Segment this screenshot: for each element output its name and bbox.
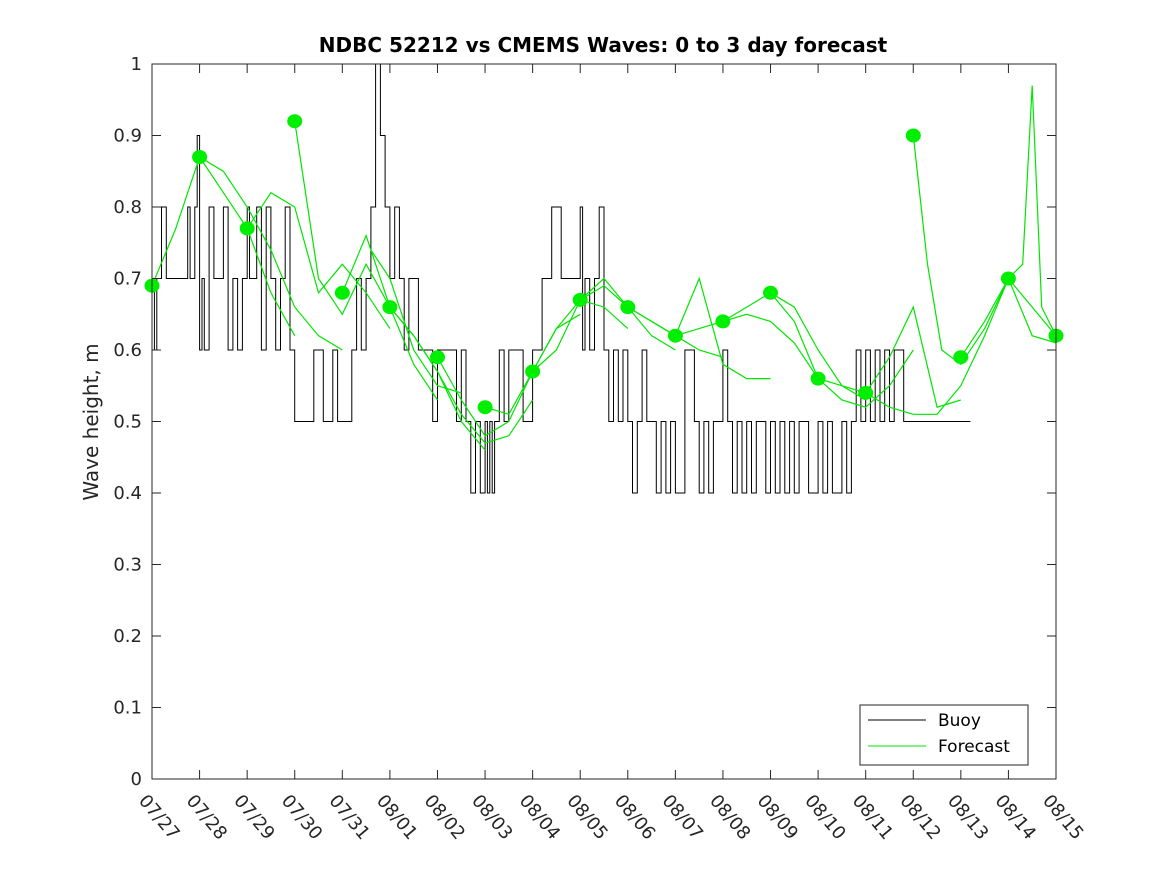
forecast-start-marker bbox=[810, 371, 826, 386]
forecast-start-marker bbox=[477, 400, 493, 415]
forecast-series-line-11 bbox=[675, 313, 819, 379]
forecast-series-line-2 bbox=[246, 191, 391, 329]
forecast-start-marker bbox=[382, 300, 398, 315]
legend-buoy-label: Buoy bbox=[938, 711, 981, 731]
y-tick-label: 0.4 bbox=[113, 483, 142, 504]
forecast-series-line-18 bbox=[1007, 85, 1057, 336]
forecast-series-line-8 bbox=[532, 277, 676, 372]
y-tick-label: 0.1 bbox=[113, 698, 142, 719]
y-tick-label: 0.8 bbox=[113, 197, 142, 218]
buoy-series-line bbox=[152, 63, 971, 494]
forecast-start-marker bbox=[667, 328, 683, 343]
forecast-series-line-15 bbox=[865, 278, 1009, 415]
legend: Buoy Forecast bbox=[859, 704, 1029, 766]
forecast-start-marker bbox=[525, 364, 541, 379]
forecast-series-line-16 bbox=[912, 135, 1057, 366]
chart-title: NDBC 52212 vs CMEMS Waves: 0 to 3 day fo… bbox=[319, 33, 888, 57]
forecast-start-marker bbox=[430, 350, 445, 365]
forecast-start-marker bbox=[192, 150, 208, 164]
forecast-start-marker bbox=[763, 285, 778, 300]
y-tick-label: 0.2 bbox=[113, 626, 142, 647]
y-tick-label: 1 bbox=[131, 54, 142, 75]
forecast-start-marker bbox=[334, 285, 350, 300]
y-axis-label: Wave height, m bbox=[79, 343, 103, 500]
y-tick-label: 0.3 bbox=[113, 555, 142, 576]
forecast-series-line-19 bbox=[370, 249, 462, 394]
legend-box bbox=[859, 704, 1029, 766]
forecast-start-marker bbox=[905, 128, 921, 143]
y-tick-label: 0.6 bbox=[113, 340, 142, 361]
forecast-start-marker bbox=[953, 350, 969, 365]
forecast-start-marker bbox=[572, 292, 588, 307]
y-ticks: 0 0.1 0.2 0.3 0.4 0.5 0.6 0.7 0.8 0.9 1 bbox=[113, 54, 1056, 790]
buoy-layer bbox=[152, 63, 971, 494]
forecast-start-marker bbox=[715, 314, 731, 329]
forecast-series-line-7 bbox=[484, 299, 629, 416]
forecast-series-line-5 bbox=[389, 306, 534, 444]
y-tick-label: 0.9 bbox=[113, 126, 142, 147]
forecast-series-line-10 bbox=[627, 276, 771, 380]
legend-forecast-label: Forecast bbox=[938, 737, 1010, 757]
forecast-start-marker bbox=[620, 300, 636, 315]
forecast-series-line-13 bbox=[770, 292, 914, 408]
forecast-series-line-0 bbox=[151, 155, 296, 336]
forecast-start-marker bbox=[858, 385, 874, 400]
forecast-start-marker bbox=[1000, 271, 1016, 286]
forecast-series-line-14 bbox=[817, 305, 961, 408]
y-tick-label: 0.7 bbox=[113, 269, 142, 290]
forecast-series-line-1 bbox=[199, 156, 343, 351]
forecast-start-marker bbox=[239, 221, 255, 236]
y-tick-label: 0.5 bbox=[113, 412, 142, 433]
forecast-start-marker bbox=[287, 114, 303, 129]
forecast-series-line-3 bbox=[294, 121, 438, 401]
y-tick-label: 0 bbox=[131, 769, 142, 790]
